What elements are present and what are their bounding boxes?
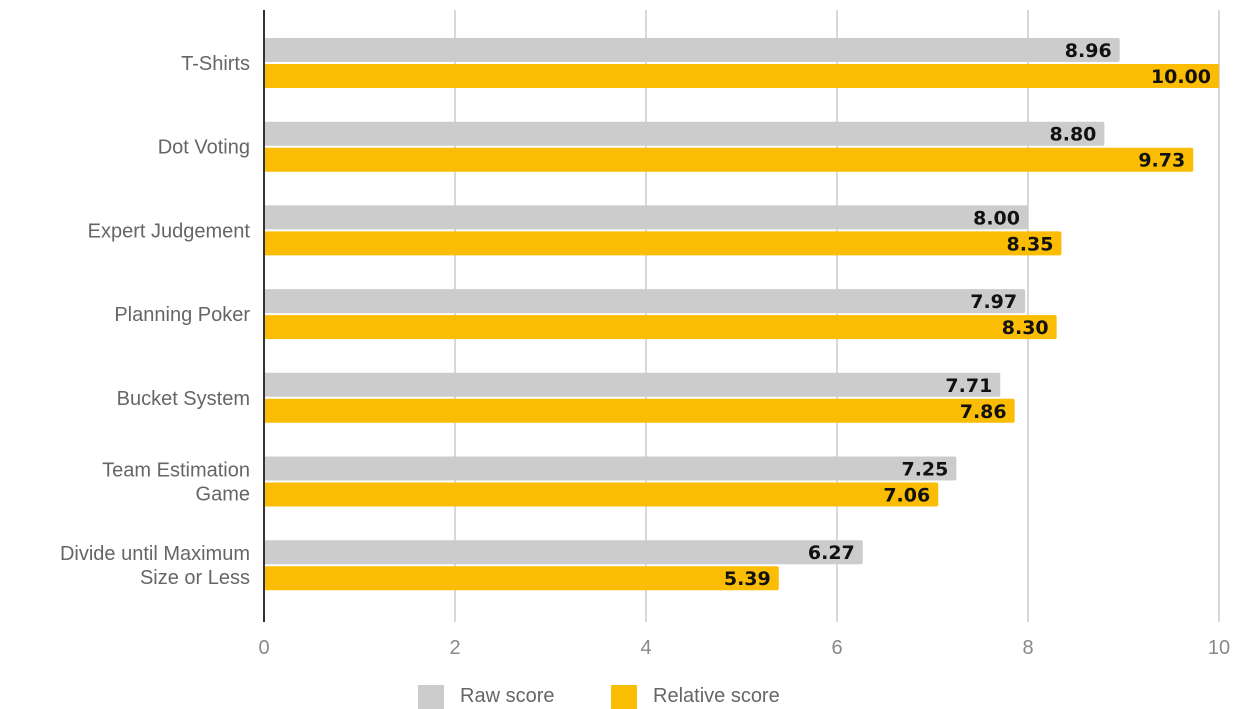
x-tick-label: 2 bbox=[449, 637, 460, 659]
x-tick-label: 8 bbox=[1022, 637, 1033, 659]
x-tick-label: 6 bbox=[831, 637, 842, 659]
legend-label: Relative score bbox=[653, 685, 780, 707]
x-tick-label: 10 bbox=[1208, 637, 1230, 659]
category-label: Team Estimation bbox=[102, 460, 250, 482]
bar-relative bbox=[264, 64, 1219, 88]
value-label: 8.30 bbox=[1002, 317, 1049, 339]
bar-relative bbox=[264, 566, 779, 591]
value-label: 8.96 bbox=[1065, 40, 1112, 62]
bar-raw bbox=[264, 540, 863, 565]
value-label: 10.00 bbox=[1151, 66, 1211, 88]
value-label: 9.73 bbox=[1138, 150, 1185, 172]
value-label: 6.27 bbox=[808, 542, 855, 564]
x-tick-label: 4 bbox=[640, 637, 651, 659]
bar-relative bbox=[264, 231, 1062, 256]
category-label: Game bbox=[196, 484, 250, 506]
value-label: 8.00 bbox=[973, 207, 1020, 229]
legend-label: Raw score bbox=[460, 685, 554, 707]
category-label: Expert Judgement bbox=[88, 220, 251, 242]
value-label: 7.86 bbox=[960, 401, 1007, 423]
bar-raw bbox=[264, 289, 1026, 314]
x-axis-tick-labels: 0 2 4 6 8 10 bbox=[258, 637, 1230, 659]
legend: Raw score Relative score bbox=[418, 685, 780, 709]
value-label: 7.71 bbox=[945, 375, 992, 397]
bar-raw bbox=[264, 372, 1001, 397]
bar-relative bbox=[264, 147, 1194, 172]
value-label: 7.97 bbox=[970, 291, 1017, 313]
x-tick-label: 0 bbox=[258, 637, 269, 659]
bar-relative bbox=[264, 398, 1015, 423]
legend-swatch bbox=[418, 685, 444, 709]
value-label: 8.35 bbox=[1007, 233, 1054, 255]
bar-raw bbox=[264, 38, 1120, 62]
category-labels: T-Shirts Dot Voting Expert Judgement Planni… bbox=[60, 53, 250, 589]
value-labels: 8.96 8.80 8.00 7.97 7.71 7.25 6.27 10.00 9.73 8.3… bbox=[724, 40, 1211, 590]
bar-relative bbox=[264, 315, 1057, 340]
category-label: T-Shirts bbox=[181, 53, 250, 75]
category-label: Dot Voting bbox=[158, 137, 250, 159]
category-label: Bucket System bbox=[117, 388, 250, 410]
bar-raw bbox=[264, 205, 1028, 230]
category-label: Planning Poker bbox=[114, 304, 250, 326]
bar-raw bbox=[264, 121, 1105, 146]
bar-raw bbox=[264, 456, 957, 481]
value-label: 7.25 bbox=[901, 459, 948, 481]
bars bbox=[264, 38, 1219, 591]
legend-swatch bbox=[611, 685, 637, 709]
bar-relative bbox=[264, 482, 939, 507]
value-label: 8.80 bbox=[1050, 124, 1097, 146]
value-label: 5.39 bbox=[724, 568, 771, 590]
category-label: Size or Less bbox=[140, 567, 250, 589]
value-label: 7.06 bbox=[883, 485, 930, 507]
category-label: Divide until Maximum bbox=[60, 543, 250, 565]
